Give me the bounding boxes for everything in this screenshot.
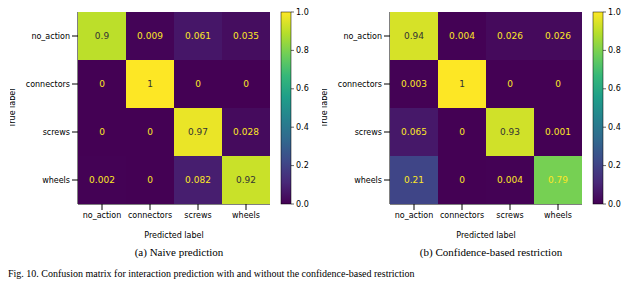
svg-text:1.0: 1.0: [296, 8, 309, 17]
svg-text:0.0: 0.0: [608, 200, 621, 209]
html-text:(a) Naive prediction: (a) Naive prediction: [134, 246, 224, 258]
svg-text:wheels: wheels: [232, 211, 260, 220]
svg-text:0.92: 0.92: [235, 175, 255, 185]
svg-text:0.001: 0.001: [545, 127, 571, 137]
svg-text:no_action: no_action: [82, 211, 121, 220]
svg-text:wheels: wheels: [42, 176, 70, 185]
svg-text:connectors: connectors: [337, 80, 381, 89]
svg-text:no_action: no_action: [343, 32, 382, 41]
svg-text:connectors: connectors: [25, 80, 69, 89]
svg-text:screws: screws: [496, 211, 523, 220]
svg-text:wheels: wheels: [354, 176, 382, 185]
svg-text:0.2: 0.2: [608, 161, 621, 170]
svg-text:0: 0: [507, 79, 513, 89]
svg-text:screws: screws: [354, 128, 381, 137]
svg-text:0.8: 0.8: [608, 46, 621, 55]
svg-text:0.003: 0.003: [401, 79, 427, 89]
svg-text:0: 0: [459, 175, 465, 185]
svg-text:0.97: 0.97: [187, 127, 207, 137]
svg-text:1: 1: [147, 79, 153, 89]
svg-text:0.028: 0.028: [233, 127, 259, 137]
svg-text:0.94: 0.94: [403, 31, 423, 41]
svg-text:0.4: 0.4: [296, 123, 309, 132]
svg-text:0.026: 0.026: [497, 31, 523, 41]
svg-text:0.0: 0.0: [296, 200, 309, 209]
svg-text:0.004: 0.004: [449, 31, 475, 41]
svg-text:0: 0: [195, 79, 201, 89]
svg-text:0: 0: [555, 79, 561, 89]
svg-text:0.2: 0.2: [296, 161, 309, 170]
svg-text:screws: screws: [42, 128, 69, 137]
svg-text:0: 0: [99, 127, 105, 137]
svg-text:1: 1: [459, 79, 465, 89]
svg-text:True label: True label: [10, 89, 17, 129]
svg-text:0.026: 0.026: [545, 31, 571, 41]
svg-text:0.065: 0.065: [401, 127, 427, 137]
svg-text:0.035: 0.035: [233, 31, 259, 41]
svg-text:no_action: no_action: [31, 32, 70, 41]
svg-text:0: 0: [459, 127, 465, 137]
html-text:Fig. 10. Confusion matrix for: Fig. 10. Confusion matrix for interactio…: [8, 268, 415, 279]
svg-text:0.6: 0.6: [296, 84, 309, 93]
svg-text:True label: True label: [322, 89, 329, 129]
svg-text:0.004: 0.004: [497, 175, 523, 185]
svg-text:0.082: 0.082: [185, 175, 211, 185]
svg-text:0.002: 0.002: [89, 175, 115, 185]
svg-text:0: 0: [99, 79, 105, 89]
svg-text:wheels: wheels: [544, 211, 572, 220]
svg-text:0.21: 0.21: [403, 175, 423, 185]
svg-text:connectors: connectors: [439, 211, 483, 220]
svg-text:0: 0: [147, 127, 153, 137]
svg-text:no_action: no_action: [394, 211, 433, 220]
svg-text:0: 0: [243, 79, 249, 89]
svg-text:Predicted label: Predicted label: [456, 231, 515, 240]
svg-text:1.0: 1.0: [608, 8, 621, 17]
svg-text:0: 0: [147, 175, 153, 185]
svg-text:0.4: 0.4: [608, 123, 621, 132]
svg-text:0.9: 0.9: [94, 31, 109, 41]
html-text:(b) Confidence-based restricti: (b) Confidence-based restriction: [419, 246, 563, 258]
svg-text:screws: screws: [184, 211, 211, 220]
svg-text:0.79: 0.79: [547, 175, 567, 185]
svg-text:0.8: 0.8: [296, 46, 309, 55]
svg-text:0.93: 0.93: [499, 127, 519, 137]
svg-text:Predicted label: Predicted label: [144, 231, 203, 240]
svg-text:connectors: connectors: [127, 211, 171, 220]
svg-text:0.061: 0.061: [185, 31, 211, 41]
svg-text:0.6: 0.6: [608, 84, 621, 93]
svg-text:0.009: 0.009: [137, 31, 163, 41]
